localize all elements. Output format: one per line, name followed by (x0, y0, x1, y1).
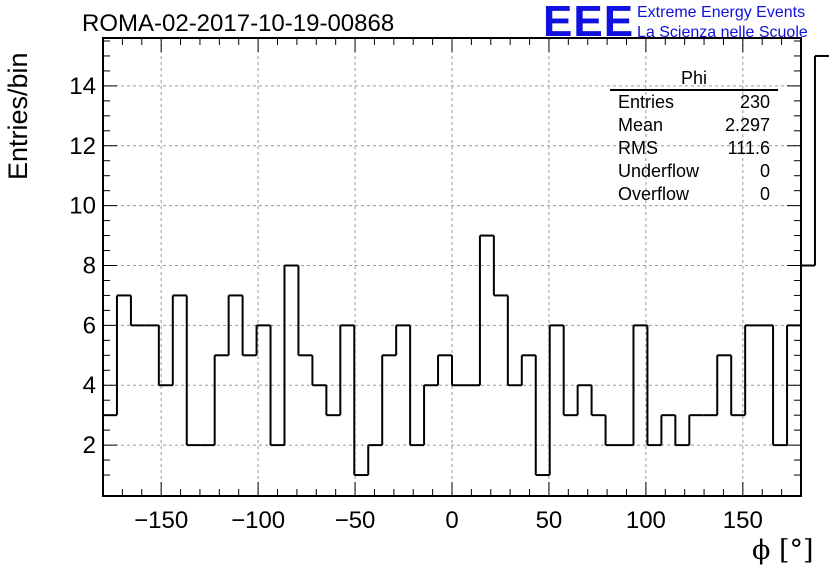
stats-label: Entries (618, 92, 675, 112)
y-axis-label: Entries/bin (3, 52, 33, 180)
stats-value: 0 (759, 184, 770, 204)
stats-row-overflow: Overflow 0 (610, 183, 778, 206)
stats-value: 230 (739, 92, 770, 112)
stats-row-entries: Entries 230 (610, 91, 778, 114)
stats-value: 0 (759, 161, 770, 181)
stats-label: Overflow (618, 184, 690, 204)
x-tick-label: 0 (445, 507, 458, 534)
tick-label-layer: −150 −100 −50 0 50 100 150 2 4 6 8 10 12 14 (69, 73, 763, 534)
stats-label: RMS (618, 138, 658, 158)
y-tick-label: 8 (83, 253, 96, 280)
stats-box: Phi Entries 230 Mean 2.297 RMS 111.6 Und… (610, 68, 778, 206)
histogram-layer (102, 54, 829, 496)
stats-label: Mean (618, 115, 664, 135)
logo-line-2: La Scienza nelle Scuole (637, 24, 808, 41)
y-tick-label: 2 (83, 432, 96, 459)
x-tick-label: 50 (536, 507, 563, 534)
x-tick-label: 150 (723, 507, 763, 534)
stats-label: Underflow (618, 161, 700, 181)
x-axis-label: ϕ [°] (752, 535, 814, 566)
stats-row-rms: RMS 111.6 (610, 137, 778, 160)
y-tick-label: 4 (83, 372, 96, 399)
x-tick-label: −100 (231, 507, 285, 534)
x-tick-label: −150 (134, 507, 188, 534)
y-tick-label: 10 (69, 193, 96, 220)
logo-line-1: Extreme Energy Events (637, 4, 806, 21)
stats-row-mean: Mean 2.297 (610, 114, 778, 137)
stats-value: 2.297 (724, 115, 770, 135)
eee-logo: EEE (543, 0, 635, 46)
stats-value: 111.6 (727, 138, 770, 158)
y-tick-label: 6 (83, 312, 96, 339)
run-title: ROMA-02-2017-10-19-00868 (82, 10, 395, 37)
stats-title: Phi (610, 68, 778, 91)
tick-layer (102, 38, 802, 496)
x-tick-label: 100 (626, 507, 666, 534)
y-tick-label: 12 (69, 133, 96, 160)
x-tick-label: −50 (335, 507, 376, 534)
y-tick-label: 14 (69, 73, 96, 100)
stats-row-underflow: Underflow 0 (610, 160, 778, 183)
